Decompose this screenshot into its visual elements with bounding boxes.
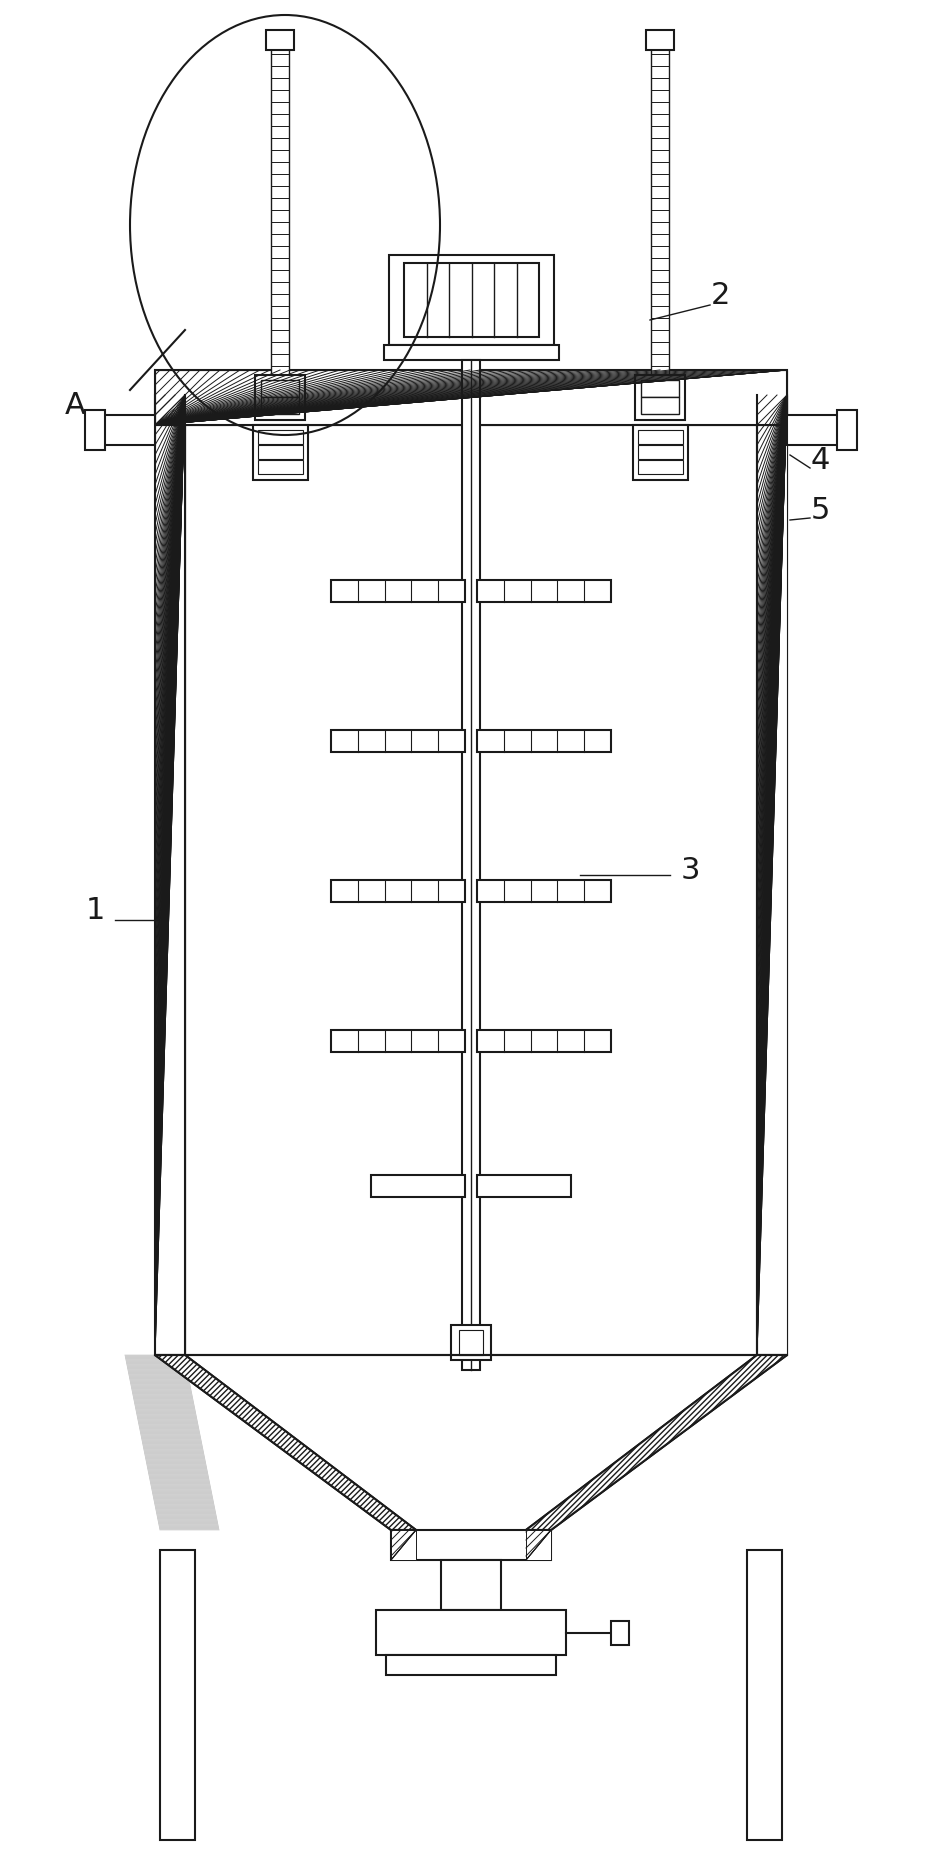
Polygon shape xyxy=(155,1354,416,1531)
Bar xyxy=(641,379,679,396)
Bar xyxy=(271,43,289,391)
Bar xyxy=(638,430,683,445)
Bar xyxy=(477,880,611,902)
Bar xyxy=(391,1531,551,1561)
Text: 2: 2 xyxy=(710,281,730,309)
Bar xyxy=(477,580,611,603)
Bar xyxy=(635,376,685,420)
Bar xyxy=(258,445,303,459)
Bar xyxy=(477,729,611,751)
Bar xyxy=(255,376,305,420)
Bar xyxy=(638,445,683,459)
Bar xyxy=(371,1176,465,1198)
Bar xyxy=(100,415,155,445)
Bar xyxy=(837,409,857,450)
Bar xyxy=(757,394,787,1354)
Bar xyxy=(331,729,465,751)
Bar xyxy=(258,459,303,474)
Bar xyxy=(787,415,842,445)
Bar xyxy=(331,580,465,603)
Polygon shape xyxy=(526,1354,787,1531)
Bar xyxy=(477,1176,571,1198)
Bar xyxy=(641,396,679,415)
Bar xyxy=(441,1561,501,1611)
Bar xyxy=(526,1531,551,1561)
Polygon shape xyxy=(155,1354,416,1531)
Bar xyxy=(638,459,683,474)
Bar xyxy=(633,424,688,480)
Bar xyxy=(253,424,308,480)
Bar xyxy=(155,370,787,424)
Text: 1: 1 xyxy=(86,895,105,924)
Bar xyxy=(747,1549,782,1840)
Bar xyxy=(376,1611,566,1655)
Bar xyxy=(261,396,299,415)
Bar xyxy=(155,394,185,1354)
Bar xyxy=(261,379,299,396)
Bar xyxy=(155,370,787,424)
Bar xyxy=(266,30,294,50)
Text: A: A xyxy=(65,391,86,420)
Bar xyxy=(477,1030,611,1053)
Text: 5: 5 xyxy=(810,495,830,525)
Text: 3: 3 xyxy=(680,856,700,885)
Text: 4: 4 xyxy=(810,446,830,474)
Bar xyxy=(389,255,554,344)
Bar xyxy=(155,394,185,1354)
Bar xyxy=(331,880,465,902)
Bar xyxy=(404,262,539,337)
Bar xyxy=(646,30,674,50)
Bar xyxy=(651,43,669,391)
Polygon shape xyxy=(526,1354,787,1531)
Bar xyxy=(85,409,105,450)
Bar xyxy=(160,1549,195,1840)
Bar xyxy=(757,394,787,1354)
Bar xyxy=(331,1030,465,1053)
Bar xyxy=(391,1531,416,1561)
Bar xyxy=(462,361,480,1371)
Bar xyxy=(451,1324,491,1360)
Bar xyxy=(386,1655,556,1676)
Bar xyxy=(611,1620,629,1644)
Bar xyxy=(258,430,303,445)
Bar xyxy=(459,1330,483,1354)
Bar xyxy=(384,344,559,361)
